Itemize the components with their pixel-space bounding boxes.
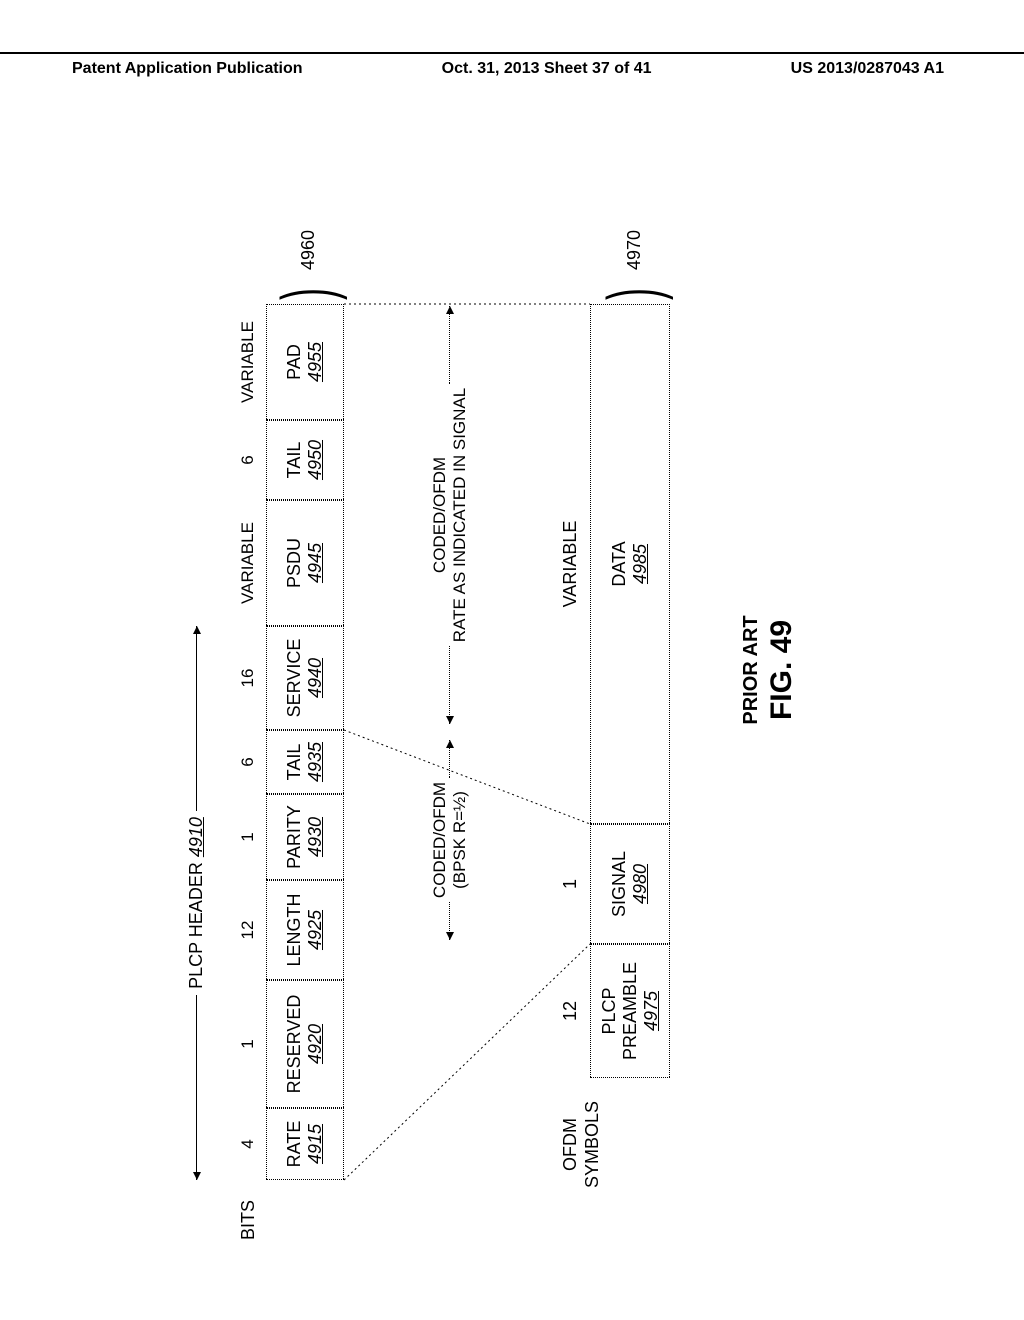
ofdm-symbols-label: OFDM SYMBOLS (560, 1101, 603, 1188)
bottom-table: 12 1 VARIABLE PLCP PREAMBLE4975 SIGNAL49… (550, 304, 670, 1078)
figure: PLCP HEADER 4910 BITS 4 1 12 1 6 16 VARI… (130, 40, 890, 1300)
coded-span-left: CODED/OFDM (BPSK R=½) (430, 740, 469, 940)
brace-bottom: ) (598, 288, 670, 300)
prior-art-label: PRIOR ART (740, 40, 763, 1300)
field-plcp-preamble: PLCP PREAMBLE4975 (590, 944, 670, 1078)
coded-right-line1: CODED/OFDM (430, 388, 450, 642)
coded-left-line2: (BPSK R=½) (450, 782, 470, 898)
coded-span-right: CODED/OFDM RATE AS INDICATED IN SIGNAL (430, 306, 469, 724)
coded-right-line2: RATE AS INDICATED IN SIGNAL (450, 388, 470, 642)
sym-row: 12 1 VARIABLE (550, 304, 590, 1078)
sym-cell: 12 (550, 944, 590, 1078)
sym-cell: 1 (550, 824, 590, 944)
figure-caption: PRIOR ART FIG. 49 (740, 40, 799, 1300)
sym-cell: VARIABLE (550, 304, 590, 824)
field-data: DATA4985 (590, 304, 670, 824)
coded-left-line1: CODED/OFDM (430, 782, 450, 898)
field-signal: SIGNAL4980 (590, 824, 670, 944)
ref-4970: 4970 (624, 230, 645, 270)
figure-number: FIG. 49 (765, 40, 799, 1300)
bottom-field-row: PLCP PREAMBLE4975 SIGNAL4980 DATA4985 (590, 304, 670, 1078)
